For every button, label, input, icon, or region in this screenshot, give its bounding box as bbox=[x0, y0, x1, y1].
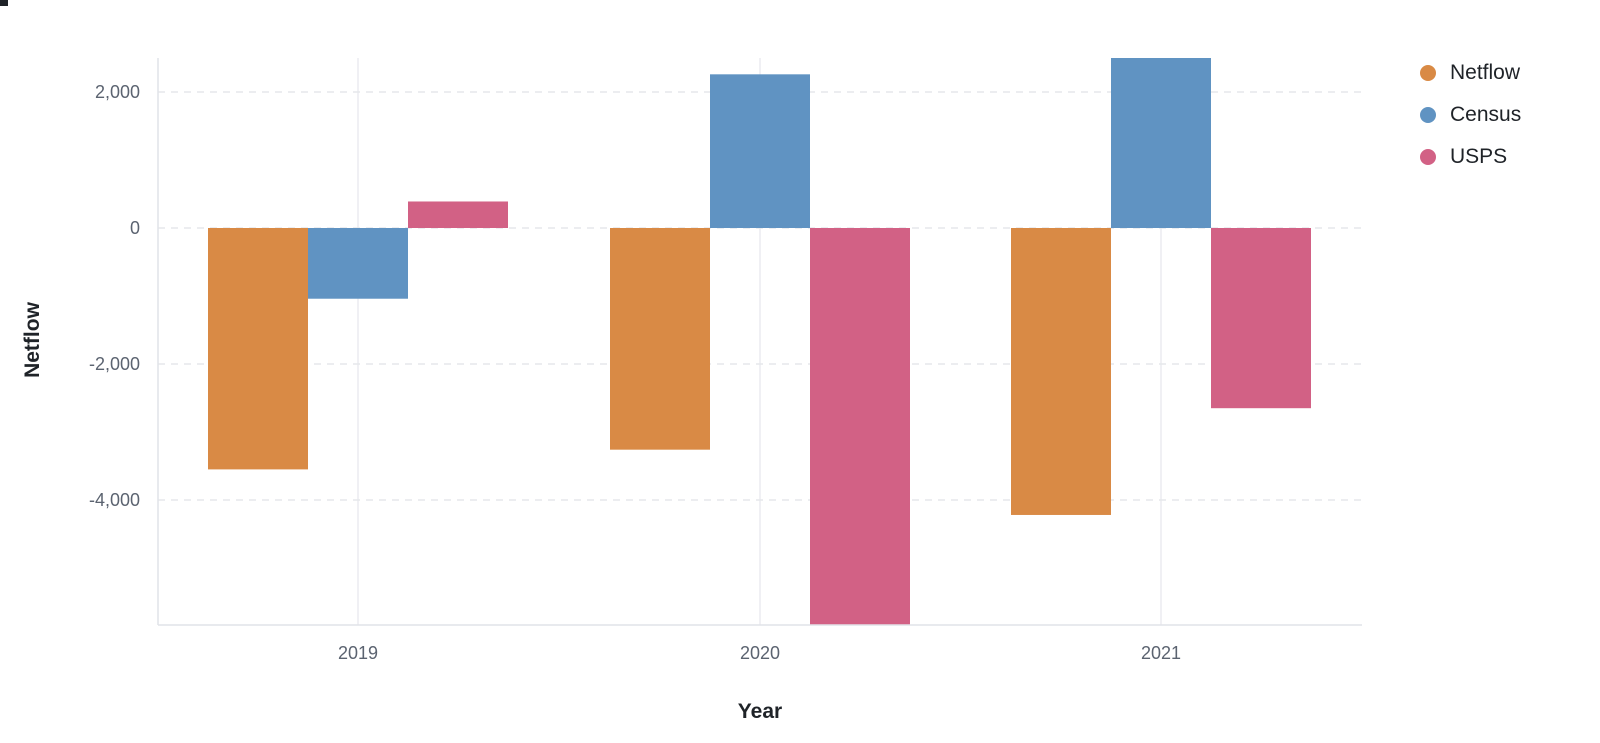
x-tick-label: 2019 bbox=[338, 643, 378, 663]
axis-labels: 2,000 0 -2,000 -4,000 2019 2020 2021 Year Netflo… bbox=[21, 82, 1181, 723]
y-tick-label: 0 bbox=[130, 218, 140, 238]
legend-item-usps[interactable]: USPS bbox=[1420, 136, 1590, 178]
legend-swatch-icon bbox=[1420, 107, 1436, 123]
bar-usps-2021[interactable] bbox=[1211, 228, 1311, 409]
cropped-title-fragment bbox=[0, 0, 8, 6]
axes bbox=[157, 58, 1362, 626]
bar-usps-2019[interactable] bbox=[408, 201, 508, 228]
bar-netflow-2021[interactable] bbox=[1011, 228, 1111, 515]
bar-netflow-2020[interactable] bbox=[610, 228, 710, 450]
x-axis-title: Year bbox=[738, 700, 782, 723]
legend-label: Netflow bbox=[1450, 61, 1521, 84]
y-tick-label: 2,000 bbox=[95, 82, 140, 102]
x-tick-label: 2021 bbox=[1141, 643, 1181, 663]
bar-netflow-2019[interactable] bbox=[208, 228, 308, 470]
bar-usps-2020[interactable] bbox=[810, 228, 910, 625]
legend: Netflow Census USPS bbox=[1420, 52, 1590, 178]
x-tick-label: 2020 bbox=[740, 643, 780, 663]
y-axis-title: Netflow bbox=[21, 301, 44, 377]
legend-label: Census bbox=[1450, 103, 1522, 126]
bar-census-2020[interactable] bbox=[710, 74, 810, 228]
legend-item-census[interactable]: Census bbox=[1420, 94, 1590, 136]
legend-swatch-icon bbox=[1420, 65, 1436, 81]
bar-census-2021[interactable] bbox=[1111, 58, 1211, 228]
legend-label: USPS bbox=[1450, 145, 1508, 168]
y-tick-label: -2,000 bbox=[89, 354, 140, 374]
legend-item-netflow[interactable]: Netflow bbox=[1420, 52, 1590, 94]
y-tick-label: -4,000 bbox=[89, 490, 140, 510]
legend-swatch-icon bbox=[1420, 149, 1436, 165]
bars bbox=[208, 58, 1311, 625]
bar-census-2019[interactable] bbox=[308, 228, 408, 299]
